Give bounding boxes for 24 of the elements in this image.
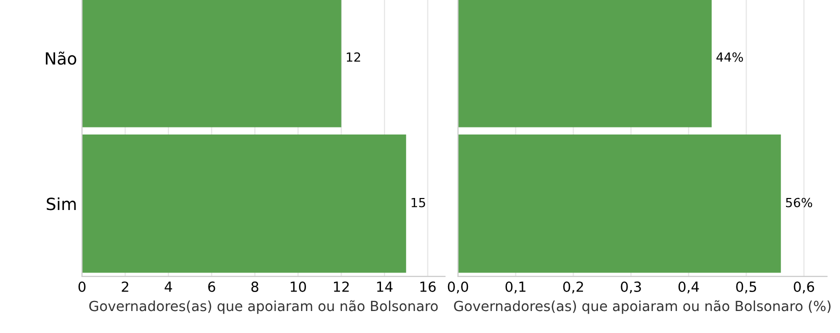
- data-label: 15: [412, 198, 426, 208]
- data-label: 56%: [786, 198, 812, 208]
- data-label: 44%: [716, 52, 743, 62]
- x-tick-label: 0: [78, 281, 86, 292]
- x-tick-label: 8: [251, 281, 258, 292]
- x-tick-label: 2: [122, 281, 128, 292]
- x-tick-label: 10: [290, 281, 306, 292]
- x-tick-label: 12: [334, 281, 349, 292]
- x-tick-label: 0,4: [678, 281, 699, 294]
- y-tick-label: Sim: [46, 197, 76, 210]
- x-axis-title: Governadores(as) que apoiaram ou não Bolsonaro: [89, 300, 438, 314]
- y-tick-label: Não: [46, 52, 76, 65]
- x-tick-label: 14: [377, 282, 393, 292]
- data-label: 12: [346, 52, 360, 62]
- x-tick-label: 0,0: [448, 281, 468, 294]
- x-tick-label: 0,2: [563, 281, 583, 294]
- x-tick-label: 4: [164, 282, 172, 292]
- x-tick-label: 0,3: [620, 281, 641, 294]
- x-tick-label: 0,1: [506, 281, 526, 294]
- x-axis-title: Governadores(as) que apoiaram ou não Bolsonaro (%): [454, 300, 831, 314]
- x-tick-label: 0,6: [794, 281, 814, 294]
- x-tick-label: 6: [208, 281, 216, 292]
- x-tick-label: 0,5: [736, 281, 756, 294]
- x-tick-label: 16: [420, 281, 436, 292]
